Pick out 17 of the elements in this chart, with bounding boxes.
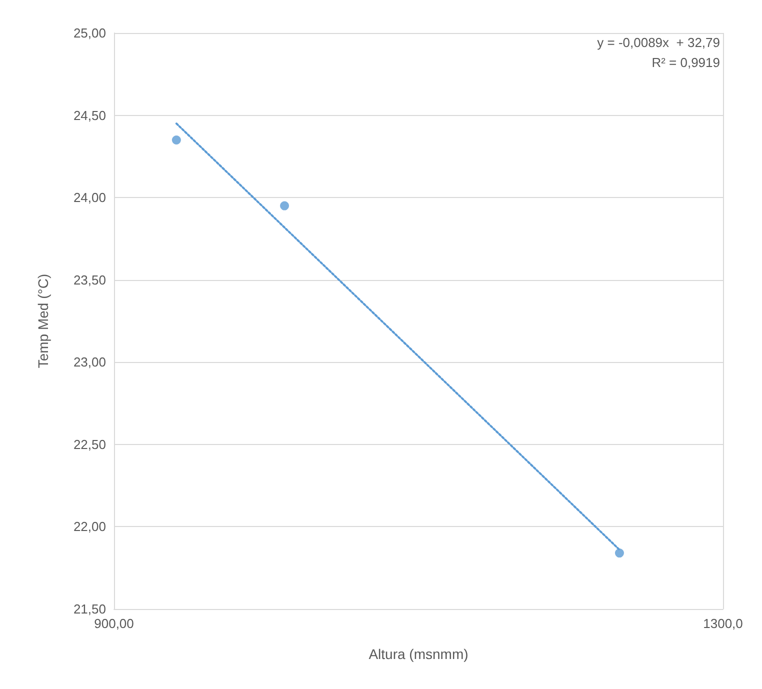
x-axis-title: Altura (msnmm): [368, 646, 468, 662]
y-tick-label: 23,50: [73, 272, 106, 288]
x-tick-label: 900,00: [94, 616, 134, 631]
x-tick-label: 1300,0: [703, 616, 743, 631]
annotation: R² = 0,9919: [652, 55, 720, 70]
y-tick-label: 23,00: [73, 354, 106, 370]
annotation: y = -0,0089x + 32,79: [597, 35, 720, 50]
y-tick-label: 24,00: [73, 190, 106, 206]
y-tick-label: 22,00: [73, 519, 106, 534]
y-tick-label: 25,00: [73, 26, 106, 40]
y-tick-label: 24,50: [73, 108, 106, 123]
point: [614, 548, 624, 558]
point: [280, 201, 290, 210]
y-tick-label: 22,50: [73, 436, 106, 452]
point: [172, 135, 181, 144]
y-tick-label: 21,50: [73, 602, 106, 616]
y-axis-title: Temp Med (°C): [35, 274, 51, 368]
